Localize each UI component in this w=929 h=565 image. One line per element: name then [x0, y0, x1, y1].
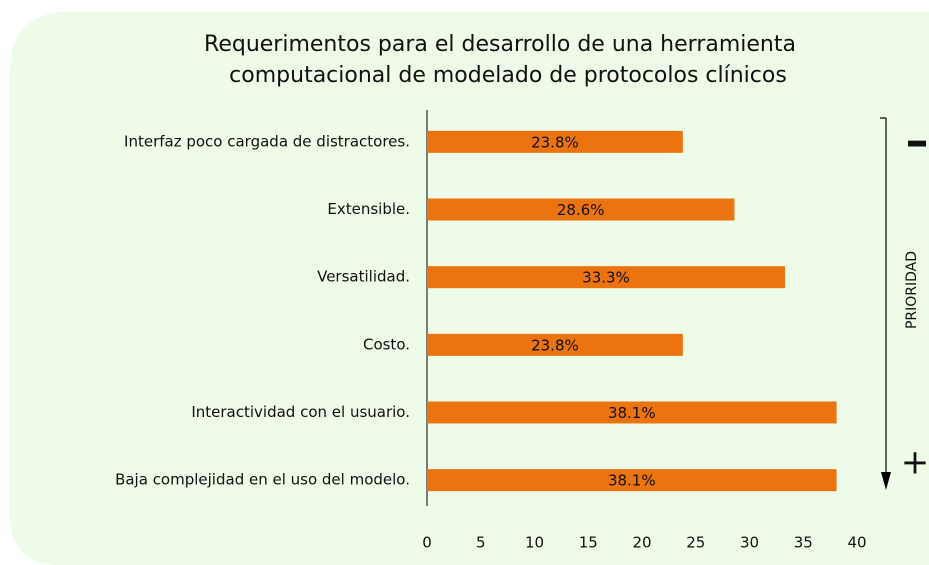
priority-high: +: [901, 443, 929, 483]
priority-low: –: [906, 114, 929, 168]
x-tick-label: 5: [476, 534, 486, 552]
chart-title: Requerimentos para el desarrollo de una …: [204, 32, 796, 57]
data-label: 23.8%: [531, 336, 579, 354]
data-label: 28.6%: [557, 201, 605, 219]
bar: [427, 401, 837, 424]
data-label: 33.3%: [582, 269, 630, 287]
priority-arrow-head: [881, 472, 891, 490]
y-tick-label: Costo.: [363, 335, 410, 353]
y-tick-label: Interactividad con el usuario.: [191, 403, 410, 421]
x-tick-label: 30: [740, 534, 759, 552]
priority-label: PRIORIDAD: [904, 251, 920, 329]
y-tick-label: Versatilidad.: [317, 268, 410, 286]
background: [10, 12, 929, 565]
bar: [427, 198, 735, 221]
chart-title: computacional de modelado de protocolos …: [229, 63, 787, 88]
bar: [427, 333, 683, 356]
bar: [427, 469, 837, 492]
bar: [427, 266, 785, 289]
x-tick-label: 35: [794, 534, 813, 552]
bar: [427, 130, 683, 153]
x-tick-label: 0: [422, 534, 432, 552]
y-tick-label: Interfaz poco cargada de distractores.: [124, 132, 410, 150]
x-tick-label: 10: [525, 534, 544, 552]
data-label: 23.8%: [531, 133, 579, 151]
x-tick-label: 40: [847, 534, 866, 552]
y-tick-label: Baja complejidad en el uso del modelo.: [115, 471, 410, 489]
x-tick-label: 20: [632, 534, 651, 552]
x-tick-label: 25: [686, 534, 705, 552]
data-label: 38.1%: [608, 404, 656, 422]
data-label: 38.1%: [608, 472, 656, 490]
x-tick-label: 15: [579, 534, 598, 552]
y-tick-label: Extensible.: [327, 200, 410, 218]
